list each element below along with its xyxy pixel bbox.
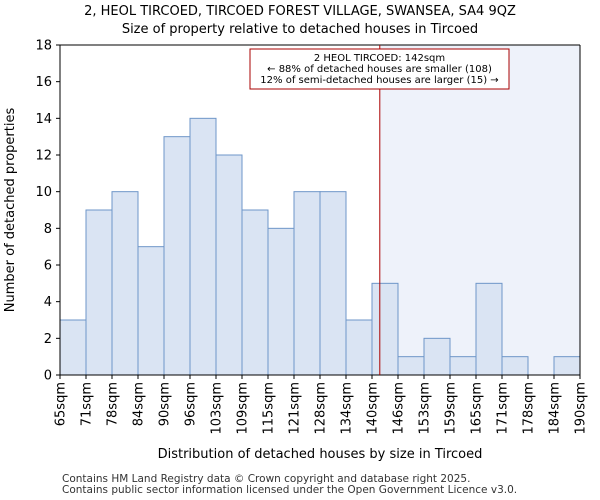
- bar-121sqm: [293, 191, 321, 376]
- bar-140sqm: [371, 282, 399, 376]
- footer-licence: Contains public sector information licen…: [62, 484, 518, 496]
- x-tick-label-128sqm: 128sqm: [314, 382, 329, 435]
- x-tick-label-146sqm: 146sqm: [392, 382, 407, 435]
- y-tick-label-6: 6: [44, 259, 52, 274]
- bar-171sqm: [501, 356, 529, 376]
- x-tick-label-109sqm: 109sqm: [236, 382, 251, 435]
- annotation-line-2: ← 88% of detached houses are smaller (10…: [267, 64, 492, 75]
- x-tick-label-96sqm: 96sqm: [184, 382, 199, 426]
- y-axis-label: Number of detached properties: [3, 108, 18, 313]
- bar-165sqm: [475, 282, 503, 376]
- bar-90sqm: [163, 136, 191, 376]
- x-tick-label-65sqm: 65sqm: [54, 382, 69, 426]
- x-tick-label-71sqm: 71sqm: [80, 382, 95, 426]
- annotation-line-3: 12% of semi-detached houses are larger (…: [260, 75, 498, 86]
- y-tick-label-18: 18: [35, 39, 52, 54]
- bar-96sqm: [189, 117, 217, 376]
- bar-109sqm: [241, 209, 269, 376]
- x-tick-label-90sqm: 90sqm: [158, 382, 173, 426]
- bar-115sqm: [267, 227, 295, 376]
- bar-103sqm: [215, 154, 243, 376]
- x-tick-label-121sqm: 121sqm: [288, 382, 303, 435]
- y-tick-label-8: 8: [44, 222, 52, 237]
- bar-128sqm: [319, 191, 347, 376]
- x-tick-label-134sqm: 134sqm: [340, 382, 355, 435]
- bar-78sqm: [111, 191, 139, 376]
- x-tick-label-171sqm: 171sqm: [496, 382, 511, 435]
- y-tick-label-12: 12: [35, 149, 52, 164]
- x-tick-label-103sqm: 103sqm: [210, 382, 225, 435]
- y-tick-label-10: 10: [35, 185, 52, 200]
- annotation-line-1: 2 HEOL TIRCOED: 142sqm: [314, 53, 445, 64]
- bar-65sqm: [59, 319, 87, 376]
- bar-146sqm: [397, 356, 425, 376]
- bar-71sqm: [85, 209, 113, 376]
- x-tick-label-178sqm: 178sqm: [522, 382, 537, 435]
- x-tick-label-84sqm: 84sqm: [132, 382, 147, 426]
- y-tick-label-0: 0: [44, 369, 52, 384]
- x-tick-label-140sqm: 140sqm: [366, 382, 381, 435]
- chart-title: 2, HEOL TIRCOED, TIRCOED FOREST VILLAGE,…: [84, 4, 516, 19]
- x-tick-label-165sqm: 165sqm: [470, 382, 485, 435]
- x-tick-label-153sqm: 153sqm: [418, 382, 433, 435]
- x-axis-label: Distribution of detached houses by size …: [158, 447, 483, 462]
- chart-subtitle: Size of property relative to detached ho…: [121, 22, 479, 37]
- bar-84sqm: [137, 246, 165, 376]
- y-tick-label-2: 2: [44, 332, 52, 347]
- y-tick-label-4: 4: [44, 295, 52, 310]
- x-tick-label-115sqm: 115sqm: [262, 382, 277, 435]
- x-tick-label-78sqm: 78sqm: [106, 382, 121, 426]
- y-tick-label-16: 16: [35, 75, 52, 90]
- bar-134sqm: [345, 319, 373, 376]
- x-tick-label-159sqm: 159sqm: [444, 382, 459, 435]
- bar-184sqm: [553, 356, 581, 376]
- bar-159sqm: [449, 356, 477, 376]
- footer-copyright: Contains HM Land Registry data © Crown c…: [62, 473, 471, 485]
- x-tick-label-190sqm: 190sqm: [574, 382, 589, 435]
- y-tick-label-14: 14: [35, 112, 52, 127]
- bar-153sqm: [423, 337, 451, 376]
- x-tick-label-184sqm: 184sqm: [548, 382, 563, 435]
- annotation-box: [249, 48, 510, 90]
